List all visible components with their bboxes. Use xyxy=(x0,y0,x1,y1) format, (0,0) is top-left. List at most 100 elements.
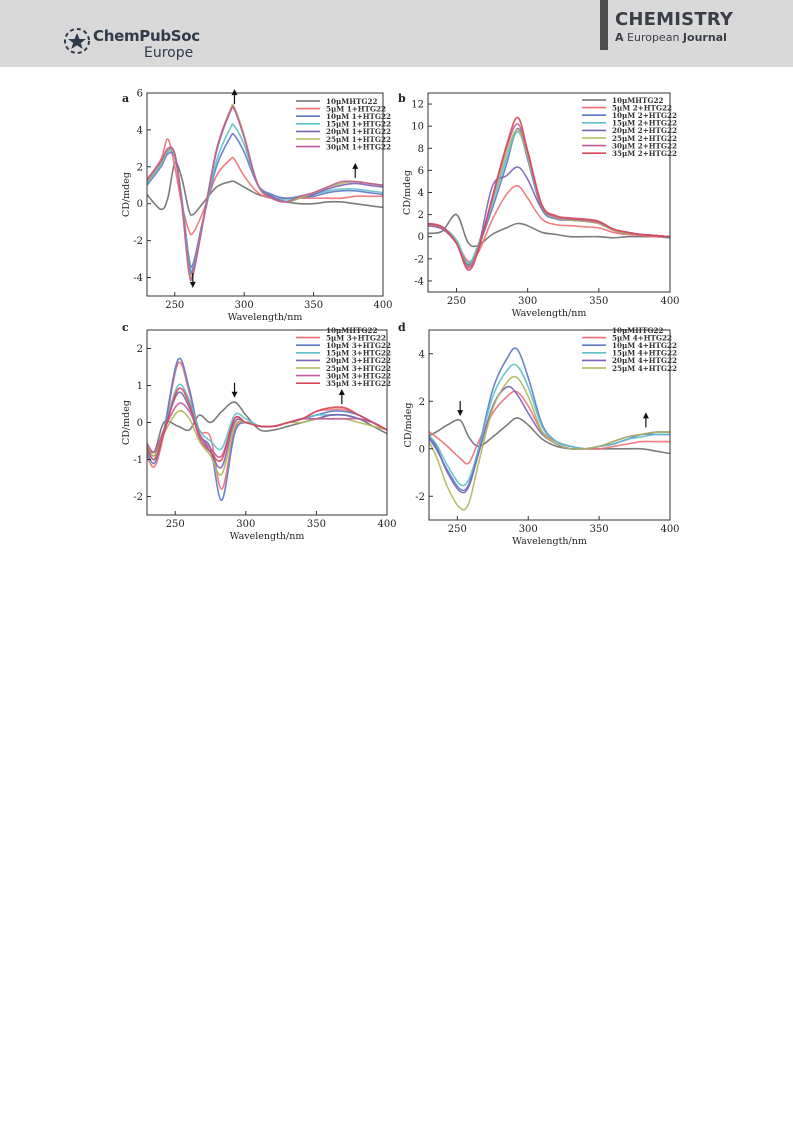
x-tick-label: 250 xyxy=(448,524,467,535)
y-tick-label: -2 xyxy=(415,492,425,503)
legend-label: 25μM 1+HTG22 xyxy=(326,135,391,144)
journal-sub-a: A xyxy=(615,31,624,44)
legend-label: 15μM 4+HTG22 xyxy=(612,349,677,358)
legend-label: 10μMHTG22 xyxy=(326,326,378,335)
y-tick-label: -4 xyxy=(133,273,143,284)
legend-label: 5μM 1+HTG22 xyxy=(326,104,386,113)
legend-label: 30μM 1+HTG22 xyxy=(326,142,391,151)
series-lines xyxy=(429,347,670,511)
legend-label: 30μM 2+HTG22 xyxy=(612,141,677,150)
series-lines xyxy=(147,357,387,502)
series-lines xyxy=(147,103,383,282)
x-tick-label: 400 xyxy=(660,296,679,307)
y-tick-label: -2 xyxy=(133,492,143,503)
legend-label: 10μMHTG22 xyxy=(612,96,664,105)
y-tick-label: 6 xyxy=(418,166,424,177)
x-tick-label: 350 xyxy=(590,524,609,535)
series-line xyxy=(147,138,383,236)
y-tick-label: 2 xyxy=(137,344,143,355)
plot-frame xyxy=(146,92,384,297)
panel-label: b xyxy=(398,92,406,105)
series-line xyxy=(147,383,387,461)
y-tick-label: 2 xyxy=(418,210,424,221)
x-tick-label: 250 xyxy=(166,519,185,530)
legend-label: 15μM 3+HTG22 xyxy=(326,349,391,358)
y-tick-label: 4 xyxy=(419,349,425,360)
x-tick-label: 300 xyxy=(236,519,255,530)
legend-label: 10μM 4+HTG22 xyxy=(612,341,677,350)
y-tick-label: 0 xyxy=(137,199,143,210)
series-line xyxy=(428,116,670,271)
legend-label: 15μM 1+HTG22 xyxy=(326,120,391,129)
legend-label: 25μM 4+HTG22 xyxy=(612,364,677,373)
publisher-region: Europe xyxy=(144,45,194,61)
series-line xyxy=(147,409,387,476)
y-axis-label: CD/mdeg xyxy=(121,400,132,445)
legend-label: 10μMHTG22 xyxy=(326,97,378,106)
y-tick-label: 2 xyxy=(419,397,425,408)
series-line xyxy=(147,105,383,282)
journal-title: CHEMISTRY xyxy=(615,9,734,30)
legend-label: 10μM 2+HTG22 xyxy=(612,111,677,120)
journal-sub-c: Journal xyxy=(682,31,727,44)
chempubsoc-logo: ChemPubSoc Europe xyxy=(62,24,252,64)
y-tick-label: 0 xyxy=(418,232,424,243)
journal-subtitle: A European Journal xyxy=(615,31,727,44)
x-tick-label: 300 xyxy=(235,300,254,311)
arrow-up-head xyxy=(642,412,649,419)
legend-label: 5μM 4+HTG22 xyxy=(612,333,672,342)
x-tick-label: 400 xyxy=(660,524,679,535)
legend-label: 20μM 3+HTG22 xyxy=(326,356,391,365)
journal-accent-bar xyxy=(600,0,608,50)
arrow-up-head xyxy=(338,389,345,395)
panel-label: c xyxy=(122,321,129,334)
x-tick-label: 400 xyxy=(377,519,396,530)
legend-label: 35μM 2+HTG22 xyxy=(612,149,677,158)
x-tick-label: 250 xyxy=(447,296,466,307)
legend-label: 25μM 3+HTG22 xyxy=(326,364,391,373)
arrow-down-head xyxy=(189,281,196,288)
x-axis-label: Wavelength/nm xyxy=(512,308,587,319)
legend-label: 10μM 3+HTG22 xyxy=(326,341,391,350)
y-tick-label: -2 xyxy=(414,254,424,265)
legend-label: 35μM 3+HTG22 xyxy=(326,379,391,388)
plot-frame xyxy=(428,329,671,521)
y-tick-label: 2 xyxy=(137,162,143,173)
panel-label: d xyxy=(398,321,406,334)
x-axis-label: Wavelength/nm xyxy=(512,536,587,547)
y-tick-label: 1 xyxy=(137,381,143,392)
x-tick-label: 300 xyxy=(519,524,538,535)
x-tick-label: 350 xyxy=(307,519,326,530)
x-tick-label: 400 xyxy=(373,300,392,311)
arrow-up-head xyxy=(231,89,238,96)
y-tick-label: 12 xyxy=(411,100,424,111)
x-tick-label: 350 xyxy=(589,296,608,307)
arrow-down-head xyxy=(231,391,238,398)
legend-label: 15μM 2+HTG22 xyxy=(612,119,677,128)
panel-c: c 250 300 350 400 -2 -1 0 1 2 Wavelength/nm CD/mdeg… xyxy=(121,321,397,542)
y-tick-label: -1 xyxy=(133,455,143,466)
legend-label: 20μM 1+HTG22 xyxy=(326,127,391,136)
legend-label: 20μM 2+HTG22 xyxy=(612,126,677,135)
y-tick-label: 0 xyxy=(419,444,425,455)
series-line xyxy=(428,213,670,248)
series-line xyxy=(429,390,670,465)
y-tick-label: 10 xyxy=(411,122,424,133)
y-tick-label: 0 xyxy=(137,418,143,429)
panel-a: a 250 300 350 400 -4 -2 0 2 4 6 Wavelength/nm CD/mde… xyxy=(121,89,393,324)
legend-label: 30μM 3+HTG22 xyxy=(326,371,391,380)
y-tick-label: 8 xyxy=(418,144,424,155)
series-line xyxy=(429,417,670,455)
y-tick-label: 4 xyxy=(418,188,424,199)
legend-label: 10μM 1+HTG22 xyxy=(326,112,391,121)
series-line xyxy=(428,185,670,263)
x-tick-label: 300 xyxy=(518,296,537,307)
y-tick-label: 4 xyxy=(137,125,143,136)
series-line xyxy=(429,375,670,511)
arrow-down-head xyxy=(457,410,464,417)
arrow-up-head xyxy=(352,162,359,169)
